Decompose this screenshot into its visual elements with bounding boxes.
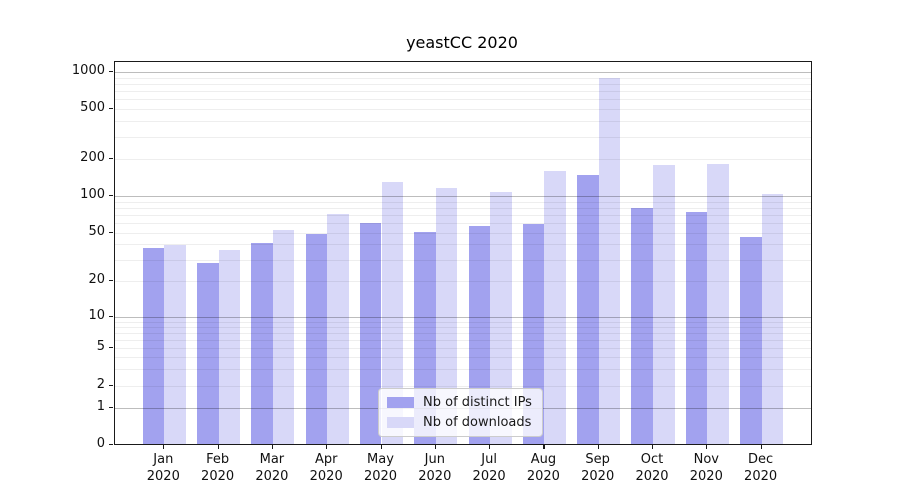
y-axis-tick-label-20: 20 (88, 272, 105, 287)
gridline-y-1000 (115, 72, 811, 73)
gridline-y-400 (115, 121, 811, 123)
x-axis-label-jun: Jun 2020 (418, 451, 452, 484)
x-axis-label-jul: Jul 2020 (472, 451, 506, 484)
x-axis-tick-jun (434, 444, 436, 449)
bar-distinct-ips-mar (251, 242, 273, 444)
bar-distinct-ips-feb (197, 262, 219, 444)
x-axis-label-sep: Sep 2020 (581, 451, 615, 484)
y-axis-tick-label-500: 500 (80, 100, 105, 116)
y-axis-tick-label-5: 5 (96, 339, 105, 355)
y-axis-tick-label-200: 200 (80, 150, 105, 166)
bar-downloads-nov (707, 164, 729, 444)
x-axis-tick-feb (217, 444, 219, 449)
x-axis-tick-oct (652, 444, 654, 449)
y-axis-tick-10 (109, 315, 113, 317)
gridline-y-800 (115, 84, 811, 85)
legend-swatch-downloads (387, 417, 414, 428)
legend: Nb of distinct IPs Nb of downloads (378, 388, 543, 437)
x-axis-label-jan: Jan 2020 (146, 451, 180, 484)
x-axis-label-dec: Dec 2020 (744, 451, 778, 484)
gridline-y-300 (115, 137, 811, 139)
x-axis-tick-may (380, 444, 382, 449)
x-axis-tick-aug (543, 444, 545, 449)
bar-distinct-ips-jan (142, 248, 165, 444)
y-axis-tick-label-50: 50 (88, 223, 105, 239)
x-axis-tick-sep (597, 444, 599, 449)
y-axis-tick-0 (109, 443, 113, 445)
plot-area: Nb of distinct IPs Nb of downloads (114, 61, 812, 445)
x-axis-tick-jan (163, 444, 165, 449)
bar-downloads-jun (435, 187, 458, 444)
y-axis-tick-200 (109, 158, 113, 160)
y-axis-tick-label-0: 0 (96, 435, 105, 451)
legend-label-downloads: Nb of downloads (423, 415, 532, 430)
bar-distinct-ips-dec (740, 236, 762, 444)
y-axis-tick-100 (109, 195, 113, 197)
y-axis-tick-label-1000: 1000 (71, 63, 105, 78)
y-axis-tick-20 (109, 280, 113, 282)
bar-downloads-jan (164, 245, 186, 444)
legend-row-downloads: Nb of downloads (387, 415, 532, 430)
x-axis-label-nov: Nov 2020 (689, 451, 723, 484)
x-axis-tick-nov (706, 444, 708, 449)
y-axis-tick-500 (109, 108, 113, 110)
chart-title: yeastCC 2020 (406, 33, 518, 52)
gridline-y-500 (115, 109, 811, 111)
x-axis-label-feb: Feb 2020 (201, 451, 235, 484)
bar-distinct-ips-nov (685, 212, 708, 444)
x-axis-label-apr: Apr 2020 (309, 451, 343, 484)
x-axis-label-oct: Oct 2020 (635, 451, 669, 484)
y-axis-tick-label-1: 1 (96, 398, 105, 414)
y-axis-tick-1 (109, 406, 113, 408)
y-axis-tick-label-10: 10 (88, 307, 105, 323)
x-axis-label-may: May 2020 (363, 451, 398, 484)
bar-downloads-may (381, 181, 404, 444)
bar-distinct-ips-oct (631, 207, 653, 444)
gridline-y-600 (115, 99, 811, 101)
legend-swatch-distinct-ips (387, 397, 414, 408)
bar-distinct-ips-sep (577, 175, 599, 444)
gridline-y-200 (115, 159, 811, 161)
bar-downloads-oct (653, 164, 675, 444)
x-axis-tick-apr (326, 444, 328, 449)
legend-row-distinct-ips: Nb of distinct IPs (387, 395, 532, 410)
bar-downloads-apr (327, 214, 349, 444)
bar-downloads-dec (761, 194, 784, 444)
bar-distinct-ips-may (359, 223, 382, 444)
bar-downloads-mar (272, 230, 295, 444)
gridline-y-900 (115, 77, 811, 79)
x-axis-tick-dec (760, 444, 762, 449)
bar-downloads-sep (598, 77, 621, 444)
gridline-y-700 (115, 91, 811, 93)
x-axis-tick-jul (489, 444, 491, 449)
x-axis-label-mar: Mar 2020 (255, 451, 289, 484)
y-axis-tick-2 (109, 385, 113, 387)
y-axis-tick-1000 (109, 71, 113, 73)
x-axis-label-aug: Aug 2020 (526, 451, 560, 484)
bar-downloads-aug (544, 170, 566, 444)
y-axis-tick-label-100: 100 (80, 187, 105, 202)
x-axis-tick-mar (271, 444, 274, 449)
bar-downloads-feb (218, 249, 241, 444)
y-axis-tick-label-2: 2 (96, 377, 105, 392)
bar-downloads-jul (490, 192, 512, 444)
legend-label-distinct-ips: Nb of distinct IPs (423, 395, 532, 410)
y-axis-tick-5 (109, 347, 113, 349)
bar-distinct-ips-apr (305, 234, 328, 444)
y-axis-tick-50 (109, 231, 113, 233)
